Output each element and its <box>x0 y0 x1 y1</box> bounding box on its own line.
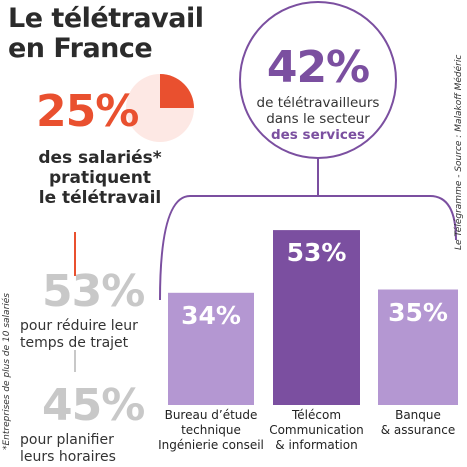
employees-text: des salariés* pratiquent le télétravail <box>10 148 190 208</box>
services-text: de télétravailleurs dans le secteur des … <box>240 95 396 143</box>
text-line: pour réduire leur <box>20 318 138 334</box>
bar <box>168 292 254 405</box>
pie-slice <box>160 74 194 108</box>
source: Le Télégramme - Source : Malakoff Médéri… <box>454 54 464 250</box>
title-line: en France <box>8 33 153 64</box>
bar <box>273 230 360 405</box>
stat-text: pour réduire leur temps de trajet <box>20 318 138 352</box>
text-line: des salariés* <box>38 148 162 168</box>
text-line: de télétravailleurs <box>256 95 380 111</box>
category-label: Banque & assurance <box>380 408 456 437</box>
footnote: *Entreprises de plus de 10 salariés <box>2 293 12 450</box>
category-label: Télécom Communication & information <box>269 408 364 452</box>
bar-value-label: 53% <box>286 238 347 268</box>
category-label: Bureau d’étude technique Ingénierie cons… <box>158 408 264 452</box>
text-line: leurs horaires <box>20 449 116 465</box>
text-line: le télétravail <box>38 188 162 208</box>
text-line: des services <box>270 127 366 143</box>
text-line: dans le secteur <box>266 111 370 127</box>
services-label: 42% <box>266 42 370 93</box>
bar-value-label: 35% <box>388 297 448 327</box>
text-line: temps de trajet <box>20 335 129 351</box>
stat-label: 45% <box>42 380 145 431</box>
stat-label: 53% <box>42 266 145 317</box>
bar <box>378 289 458 405</box>
title: Le télétravail en France <box>8 3 204 64</box>
stat-text: pour planifier leurs horaires <box>20 432 116 466</box>
connector <box>159 158 457 301</box>
pie-value-label: 25% <box>36 86 139 137</box>
text-line: pour planifier <box>20 432 114 448</box>
text-line: pratiquent <box>48 168 151 188</box>
bar-value-label: 34% <box>181 300 241 330</box>
title-line: Le télétravail <box>8 3 204 34</box>
